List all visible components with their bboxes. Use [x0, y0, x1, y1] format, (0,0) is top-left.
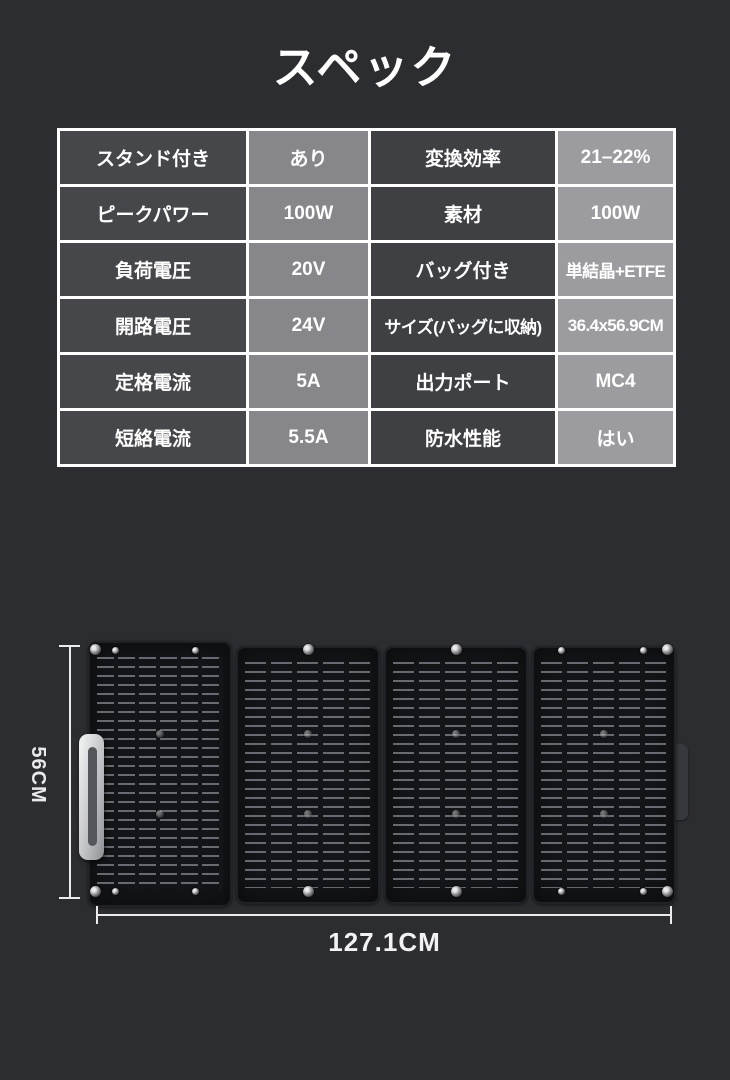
spec-label: 定格電流: [60, 355, 246, 408]
spec-label: バッグ付き: [371, 243, 555, 296]
spec-value: 100W: [249, 187, 368, 240]
spec-label: 開路電圧: [60, 299, 246, 352]
carry-handle-slot: [88, 747, 97, 846]
spec-value: 24V: [249, 299, 368, 352]
spec-value: はい: [558, 411, 673, 464]
grommet-icon: [452, 730, 460, 738]
solar-panel-section-3: [384, 646, 528, 904]
screw-icon: [451, 644, 462, 655]
spec-label: 出力ポート: [371, 355, 555, 408]
width-dimension-cap-left: [96, 906, 98, 924]
grommet-icon: [304, 730, 312, 738]
height-dimension-line: [69, 646, 71, 899]
spec-label: スタンド付き: [60, 131, 246, 184]
screw-icon: [192, 888, 199, 895]
spec-value: 20V: [249, 243, 368, 296]
spec-label: 素材: [371, 187, 555, 240]
spec-label: 短絡電流: [60, 411, 246, 464]
width-dimension-line: [97, 914, 672, 916]
screw-icon: [662, 644, 673, 655]
spec-table: スタンド付き あり 変換効率 21–22% ピークパワー 100W 素材 100…: [57, 128, 676, 467]
screw-icon: [303, 644, 314, 655]
solar-panel-section-1: [88, 641, 232, 907]
spec-label: 防水性能: [371, 411, 555, 464]
spec-label: ピークパワー: [60, 187, 246, 240]
screw-icon: [451, 886, 462, 897]
screw-icon: [558, 888, 565, 895]
solar-cell-grid: [541, 662, 667, 888]
spec-label: 負荷電圧: [60, 243, 246, 296]
solar-cell-grid: [393, 662, 519, 888]
screw-icon: [640, 647, 647, 654]
screw-icon: [90, 644, 101, 655]
screw-icon: [662, 886, 673, 897]
spec-value: 100W: [558, 187, 673, 240]
height-dimension-cap-bottom: [59, 897, 80, 899]
grommet-icon: [156, 810, 164, 818]
solar-cell-grid: [245, 662, 371, 888]
spec-value: 単結晶+ETFE: [558, 243, 673, 296]
spec-value: 5.5A: [249, 411, 368, 464]
spec-value: MC4: [558, 355, 673, 408]
screw-icon: [192, 647, 199, 654]
screw-icon: [303, 886, 314, 897]
screw-icon: [558, 647, 565, 654]
screw-icon: [640, 888, 647, 895]
spec-label: 変換効率: [371, 131, 555, 184]
screw-icon: [112, 647, 119, 654]
spec-value: あり: [249, 131, 368, 184]
screw-icon: [90, 886, 101, 897]
spec-label: サイズ(バッグに収納): [371, 299, 555, 352]
grommet-icon: [452, 810, 460, 818]
grommet-icon: [304, 810, 312, 818]
solar-panel-section-2: [236, 646, 380, 904]
spec-value: 36.4x56.9CM: [558, 299, 673, 352]
height-dimension-label: 56CM: [27, 746, 50, 804]
spec-value: 21–22%: [558, 131, 673, 184]
spec-value: 5A: [249, 355, 368, 408]
grommet-icon: [600, 810, 608, 818]
page-title: スペック: [272, 42, 458, 93]
solar-panel-section-4: [532, 646, 676, 904]
width-dimension-label: 127.1CM: [328, 927, 441, 957]
width-dimension-cap-right: [670, 906, 672, 924]
solar-cell-grid: [97, 657, 223, 891]
grommet-icon: [156, 730, 164, 738]
grommet-icon: [600, 730, 608, 738]
screw-icon: [112, 888, 119, 895]
height-dimension-cap-top: [59, 645, 80, 647]
